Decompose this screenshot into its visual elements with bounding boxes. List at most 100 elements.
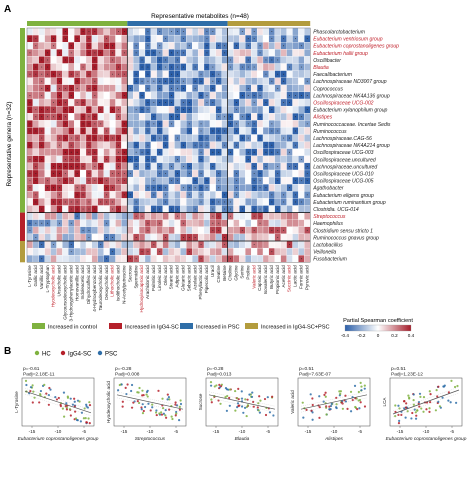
heatmap-cell bbox=[256, 98, 264, 107]
sample-point bbox=[54, 396, 57, 399]
significance-mark bbox=[59, 201, 60, 203]
significance-mark bbox=[94, 80, 96, 82]
significance-mark bbox=[29, 130, 31, 132]
heatmap-cell bbox=[133, 34, 140, 43]
sample-point bbox=[65, 402, 68, 405]
significance-mark bbox=[165, 80, 167, 82]
heatmap-cell bbox=[103, 205, 110, 213]
significance-mark bbox=[59, 166, 60, 167]
significance-mark bbox=[35, 194, 37, 196]
sample-point bbox=[425, 408, 428, 411]
heatmap-cell bbox=[280, 63, 287, 71]
significance-mark bbox=[123, 158, 125, 160]
sample-point bbox=[174, 401, 177, 404]
sample-point bbox=[329, 407, 332, 411]
significance-mark bbox=[29, 73, 31, 75]
heatmap-cell bbox=[239, 198, 246, 206]
significance-mark bbox=[59, 180, 60, 182]
genus-label: Lachnospiraceae ND3007 group bbox=[313, 79, 387, 85]
heatmap-cell bbox=[239, 70, 246, 78]
heatmap-cell bbox=[274, 191, 281, 199]
significance-mark bbox=[218, 201, 220, 203]
sample-point bbox=[158, 412, 161, 415]
significance-mark bbox=[88, 201, 90, 203]
sample-point bbox=[429, 400, 432, 404]
heatmap-cell bbox=[121, 56, 128, 64]
heatmap-cell bbox=[209, 56, 216, 64]
heatmap-cell bbox=[50, 255, 57, 263]
heatmap-cell bbox=[79, 105, 87, 114]
heatmap-cell bbox=[44, 169, 51, 178]
heatmap-cell bbox=[85, 162, 93, 171]
significance-mark bbox=[88, 208, 90, 210]
heatmap-cell bbox=[85, 184, 93, 192]
heatmap-cell bbox=[233, 247, 240, 256]
heatmap-cell bbox=[245, 240, 252, 249]
significance-mark bbox=[283, 38, 285, 40]
heatmap-cell bbox=[150, 255, 157, 263]
significance-mark bbox=[76, 187, 78, 189]
heatmap-cell bbox=[138, 34, 146, 43]
significance-mark bbox=[64, 59, 66, 61]
heatmap-cell bbox=[168, 141, 175, 149]
significance-mark bbox=[82, 194, 84, 196]
significance-mark bbox=[147, 229, 149, 231]
heatmap-cell bbox=[74, 233, 81, 242]
heatmap-cell bbox=[150, 84, 157, 93]
significance-mark bbox=[118, 158, 119, 160]
significance-mark bbox=[29, 158, 31, 160]
genus-label: Lactobacillus bbox=[313, 243, 343, 249]
significance-mark bbox=[70, 45, 72, 47]
genus-label: Eubacterium coprostanoligenes group bbox=[313, 44, 399, 50]
sample-point bbox=[88, 403, 92, 407]
heatmap-cell bbox=[156, 105, 163, 114]
heatmap-cell bbox=[121, 226, 128, 235]
significance-mark bbox=[206, 137, 208, 139]
significance-mark bbox=[88, 52, 90, 54]
significance-mark bbox=[177, 180, 178, 182]
significance-mark bbox=[135, 73, 137, 75]
significance-mark bbox=[218, 222, 220, 224]
significance-mark bbox=[141, 215, 143, 217]
heatmap-cell bbox=[215, 63, 222, 71]
heatmap-cell bbox=[280, 169, 287, 178]
heatmap-cell bbox=[209, 42, 216, 50]
heatmap-cell bbox=[197, 56, 205, 64]
significance-mark bbox=[177, 116, 178, 118]
heatmap-cell bbox=[44, 247, 51, 256]
heatmap-cell bbox=[50, 212, 57, 220]
significance-mark bbox=[100, 244, 102, 245]
sample-point bbox=[164, 414, 167, 417]
significance-mark bbox=[53, 73, 54, 75]
significance-mark bbox=[153, 52, 155, 54]
significance-mark bbox=[206, 102, 208, 104]
sample-point bbox=[178, 405, 181, 408]
heatmap-cell bbox=[227, 169, 234, 178]
significance-mark bbox=[218, 229, 220, 231]
sample-point bbox=[87, 417, 90, 420]
significance-mark bbox=[200, 130, 202, 132]
heatmap-cell bbox=[239, 56, 246, 64]
heatmap-cell bbox=[245, 49, 252, 57]
sample-point bbox=[78, 400, 81, 403]
heatmap-cell bbox=[245, 169, 252, 178]
heatmap-cell bbox=[292, 247, 299, 256]
significance-mark bbox=[70, 130, 72, 132]
metabolite-label: Taurodeoxycholic acid bbox=[98, 265, 103, 311]
significance-mark bbox=[194, 180, 196, 182]
heatmap-cell bbox=[304, 84, 311, 93]
heatmap-cell bbox=[162, 162, 169, 171]
heatmap-cell bbox=[197, 105, 205, 114]
heatmap-cell bbox=[274, 113, 281, 121]
significance-mark bbox=[259, 173, 261, 174]
significance-mark bbox=[247, 158, 249, 160]
significance-mark bbox=[177, 137, 178, 139]
heatmap-cell bbox=[109, 255, 116, 263]
significance-mark bbox=[147, 52, 149, 54]
heatmap-cell bbox=[203, 212, 211, 220]
significance-mark bbox=[182, 66, 184, 68]
heatmap-cell bbox=[121, 205, 128, 213]
sample-point bbox=[403, 407, 406, 410]
heatmap-cell bbox=[262, 255, 270, 263]
heatmap-cell bbox=[38, 226, 45, 235]
